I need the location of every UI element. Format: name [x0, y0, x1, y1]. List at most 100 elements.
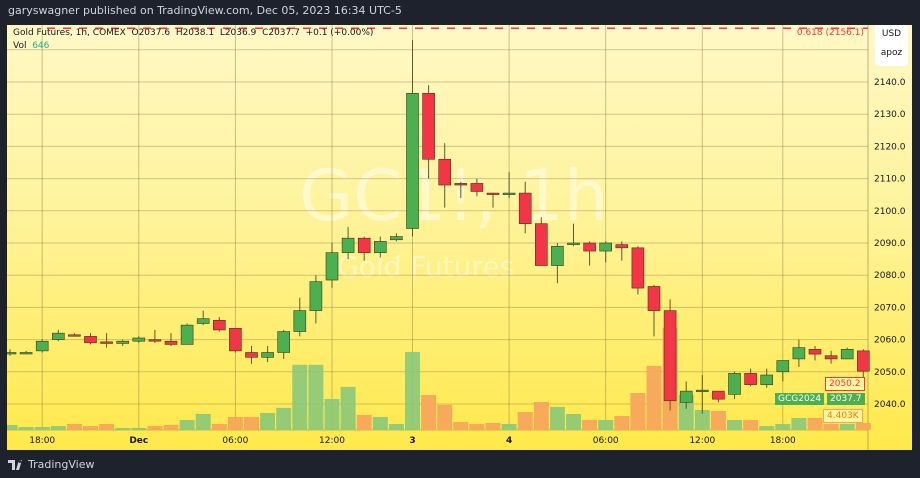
time-tick-label: 18:00 [770, 436, 796, 446]
currency-button[interactable]: USD [881, 29, 902, 39]
candle-body [422, 92, 435, 160]
candle-body [132, 337, 146, 342]
price-tick-label: 2140.0 [874, 78, 906, 88]
candle-body [277, 331, 291, 353]
volume-bar [614, 416, 630, 430]
candle-body [599, 242, 613, 252]
volume-bar [195, 413, 211, 430]
candle-body [567, 242, 580, 245]
volume-bar [485, 423, 501, 430]
price-tick-label: 2090.0 [874, 239, 906, 249]
scale-settings[interactable]: USD apoz [875, 25, 908, 66]
volume-bar [131, 427, 147, 430]
candle-body [824, 355, 838, 360]
candle-body [245, 352, 258, 358]
volume-bar [324, 398, 340, 430]
candle-body [325, 252, 339, 281]
volume-bar [99, 423, 115, 430]
candle-body [518, 192, 532, 224]
candle-body [486, 192, 500, 195]
price-tick-label: 2040.0 [874, 400, 906, 410]
candle-body [35, 340, 49, 352]
candle-body [840, 348, 854, 360]
candle-body [213, 319, 226, 331]
time-tick-label: 06:00 [222, 436, 248, 446]
volume-bar [807, 417, 823, 430]
volume-bar [437, 404, 453, 430]
volume-bar [694, 409, 710, 430]
candle-body [647, 286, 661, 311]
price-tick-label: 2120.0 [874, 142, 906, 152]
volume-bar [839, 423, 855, 430]
candle-body [84, 336, 97, 344]
last-price-tag: 2050.2 [825, 377, 865, 391]
candle-body [856, 350, 870, 372]
footer: TradingView [8, 458, 94, 471]
volume-bar [823, 423, 839, 430]
candle-body [776, 360, 790, 373]
candle-body [164, 340, 178, 345]
candle-body [712, 390, 725, 400]
volume-bar [179, 419, 195, 430]
volume-bar [791, 417, 807, 430]
legend-close: C2037.7 [262, 28, 300, 38]
legend-high: H2038.1 [175, 28, 215, 38]
volume-tag: 4.403K [823, 409, 863, 423]
volume-bar [549, 406, 565, 430]
volume-bar [743, 419, 759, 430]
price-tick-label: 2050.0 [874, 368, 906, 378]
candle-body [148, 339, 162, 342]
symbol-price-tag: 2037.7 [827, 393, 865, 405]
volume-bar [34, 426, 50, 430]
volume-bar [276, 407, 292, 430]
symbol-tag: GCG2024 [775, 393, 825, 405]
candle-body [68, 334, 81, 337]
time-tick-label: Dec [129, 436, 148, 446]
volume-bar [453, 422, 469, 430]
vol-label: Vol [13, 41, 27, 51]
candle-body [502, 192, 516, 195]
candle-body [470, 183, 484, 192]
candle-body [631, 247, 645, 289]
volume-bar [83, 426, 98, 430]
volume-bar [18, 426, 34, 430]
price-tick-label: 2070.0 [874, 303, 906, 313]
candle-body [792, 347, 806, 360]
price-tick-label: 2110.0 [874, 175, 906, 185]
volume-bar [469, 423, 485, 430]
legend-low: L2036.9 [219, 28, 257, 38]
candlestick-chart[interactable]: 2140.0 2130.0 2120.0 2110.0 2100.0 2090.0 2080… [7, 25, 912, 450]
volume-bar [7, 424, 18, 430]
volume-bar [533, 402, 549, 430]
volume-bar [727, 419, 742, 430]
candle-body [760, 374, 774, 385]
price-tick-label: 2130.0 [874, 110, 906, 120]
legend-change: +0.1 (+0.00%) [305, 28, 374, 38]
volume-bar [308, 364, 324, 430]
candle-body [309, 281, 323, 311]
volume-bar [260, 412, 276, 430]
legend-symbol[interactable]: Gold Futures, 1h, COMEX [13, 28, 126, 38]
volume-bar [340, 386, 356, 430]
tradingview-logo-icon [8, 459, 22, 470]
candle-body [679, 390, 693, 403]
chart-pane[interactable]: GC1!, 1h Gold Futures 2140.0 2130.0 2120.0… [7, 25, 912, 450]
candle-body [341, 237, 355, 253]
candle-body [406, 92, 419, 229]
scale-mode-button[interactable]: apoz [880, 48, 903, 58]
vol-value: 646 [32, 41, 50, 51]
candle-body [261, 352, 274, 358]
candle-body [51, 332, 65, 340]
legend-open: O2037.6 [131, 28, 171, 38]
published-caption: garyswagner published on TradingView.com… [8, 4, 402, 17]
volume-bar [501, 423, 517, 430]
volume-bar [147, 426, 163, 430]
volume-bar [759, 426, 775, 430]
volume-bar [598, 419, 614, 430]
volume-bar [517, 412, 533, 430]
volume-bar [710, 410, 726, 430]
time-tick-label: 4 [506, 436, 512, 446]
volume-bar [630, 392, 646, 430]
volume-bar [582, 419, 598, 430]
candle-body [180, 324, 194, 345]
